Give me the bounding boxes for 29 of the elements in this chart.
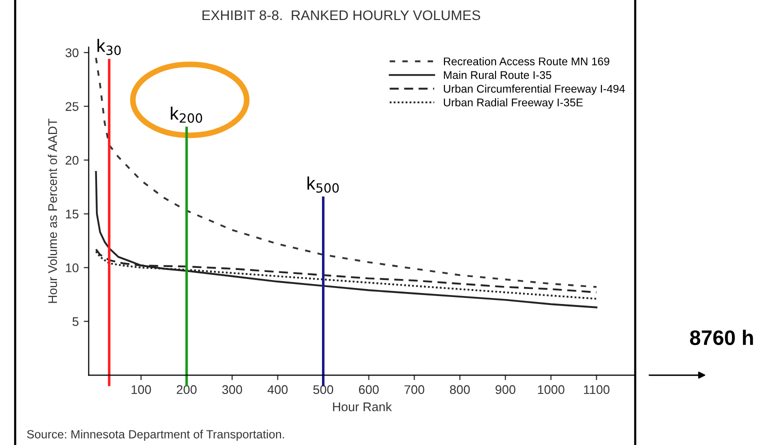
- x-tick-label: 1000: [538, 385, 564, 394]
- legend-label: Recreation Access Route MN 169: [444, 57, 610, 66]
- text: 8760 h: [690, 330, 753, 346]
- ref-line-label: k$_{200}$: [170, 106, 202, 123]
- x-tick-label: 1100: [584, 385, 610, 394]
- legend-label: Urban Circumferential Freeway I-494: [444, 84, 625, 95]
- x-tick-label: 100: [132, 385, 151, 394]
- x-tick-label: 500: [313, 385, 334, 394]
- y-axis-title: Hour Volume as Percent of AADT: [48, 118, 58, 303]
- y-tick-label: 5: [72, 317, 78, 326]
- y-tick-label: 10: [66, 263, 78, 272]
- ref-line-label: k$_{500}$: [307, 176, 339, 193]
- legend-label: Main Rural Route I-35: [444, 70, 552, 80]
- x-tick-label: 300: [222, 385, 242, 394]
- y-tick-label: 25: [66, 102, 78, 111]
- x-tick-label: 400: [268, 385, 288, 394]
- chart-title: EXHIBIT 8-8. RANKED HOURLY VOLUMES: [202, 10, 480, 20]
- x-tick-label: 700: [404, 385, 424, 394]
- y-tick-label: 15: [66, 210, 78, 218]
- x-tick-label: 900: [496, 385, 516, 394]
- source-note: Source: Minnesota Department of Transportation.: [27, 430, 284, 441]
- ref-line-label: k$_{30}$: [97, 38, 121, 56]
- x-axis-title: Hour Rank: [333, 402, 392, 412]
- y-tick-label: 20: [66, 156, 78, 165]
- legend-label: Urban Radial Freeway I-35E: [444, 98, 583, 109]
- x-tick-label: 800: [450, 385, 470, 394]
- x-tick-label: 600: [358, 385, 379, 394]
- x-tick-label: 200: [176, 385, 197, 394]
- y-tick-label: 30: [66, 48, 78, 58]
